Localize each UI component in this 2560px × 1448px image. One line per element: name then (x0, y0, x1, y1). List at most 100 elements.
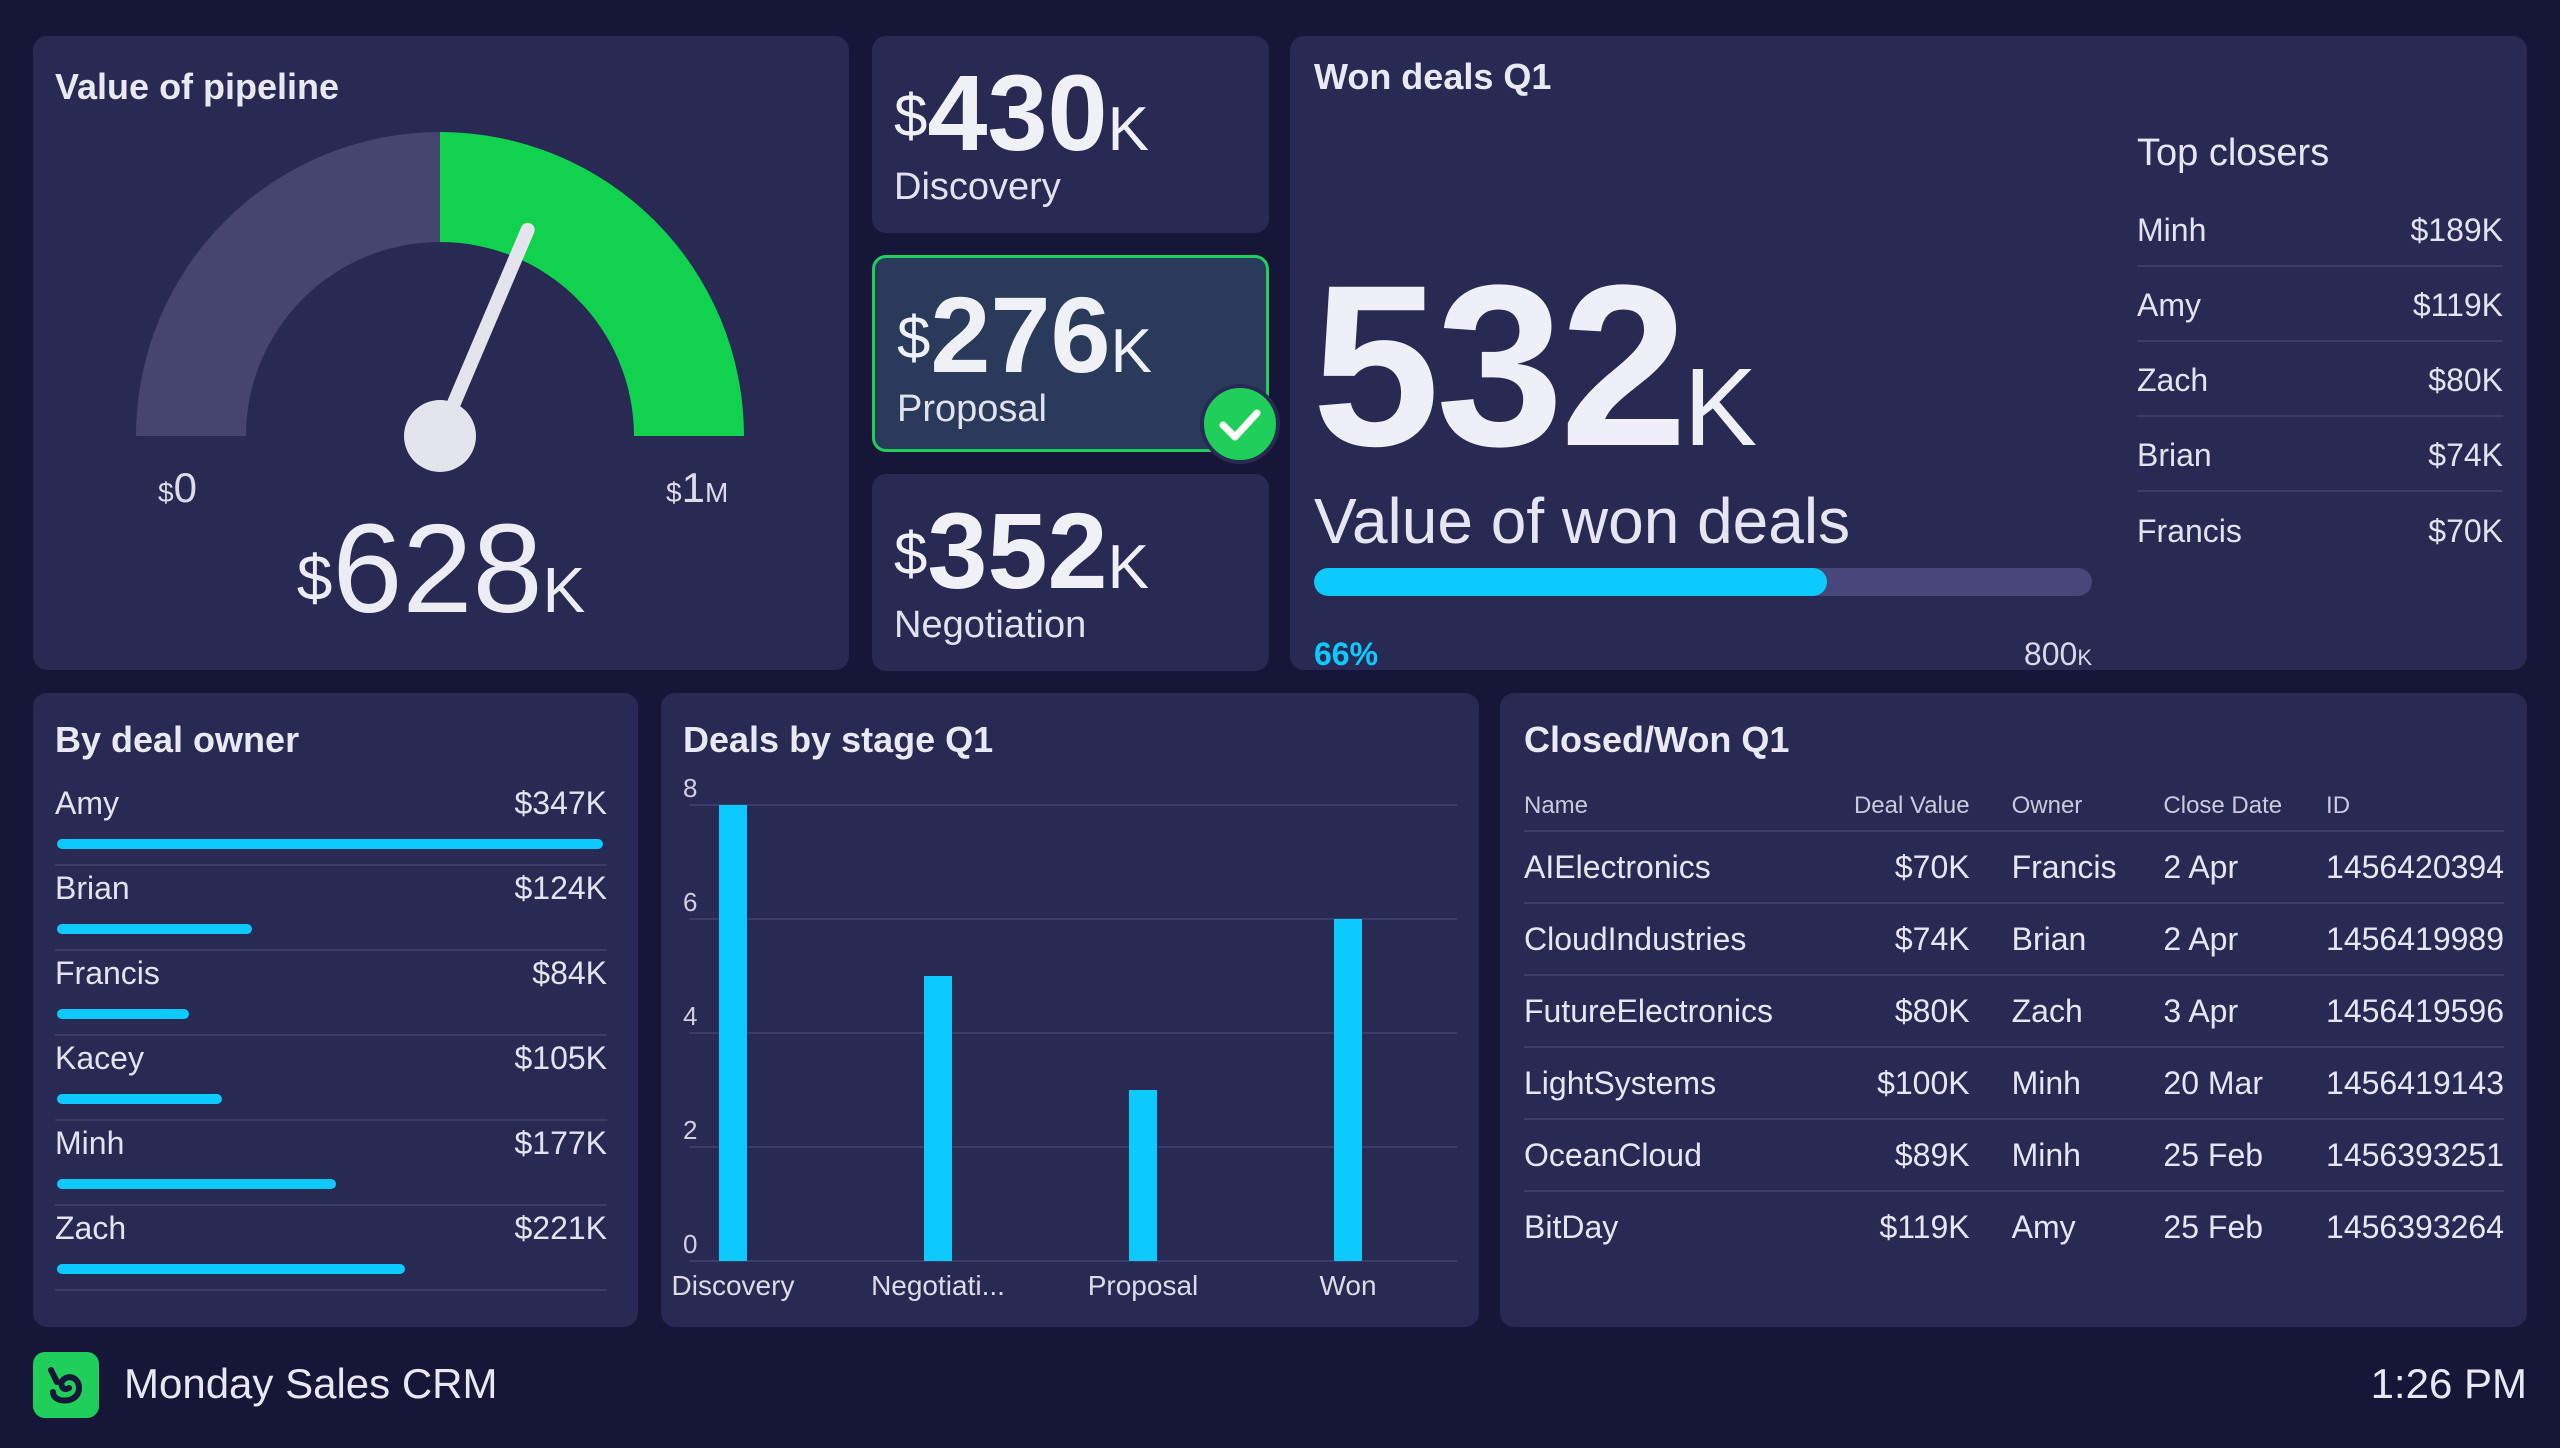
table-cell: 1456419596 (2326, 975, 2504, 1048)
closer-value: $80K (2428, 362, 2503, 398)
table-row: CloudIndustries $74K Brian 2 Apr 1456419989 (1524, 903, 2504, 976)
owner-value: $124K (514, 870, 607, 906)
table-cell: $100K (1833, 1047, 2012, 1120)
owner-name: Francis (55, 955, 160, 991)
clock: 1:26 PM (2370, 1360, 2527, 1407)
y-tick-label: 6 (683, 887, 697, 917)
owner-bar (57, 1179, 336, 1189)
won-value-label: Value of won deals (1314, 485, 1851, 557)
table-cell: CloudIndustries (1524, 903, 1834, 976)
x-tick-label: Won (1319, 1270, 1376, 1301)
closer-row: Minh $189K (2137, 192, 2503, 267)
top-closers-list: Minh $189K Amy $119K Zach $80K Brian $74K Franci… (2137, 192, 2503, 567)
owner-bar (57, 924, 252, 934)
owner-list: Amy $347K Brian $124K Francis $84K Kacey $105K M… (55, 781, 607, 1291)
column-header: ID (2326, 781, 2504, 832)
table-cell: 20 Mar (2163, 1047, 2327, 1120)
closer-value: $70K (2428, 513, 2503, 549)
by-deal-owner-title: By deal owner (55, 719, 300, 760)
check-icon (1200, 384, 1280, 464)
table-cell: Zach (2011, 975, 2164, 1048)
gauge-max-label: $1M (666, 464, 729, 511)
owner-value: $105K (514, 1040, 607, 1076)
table-cell: Francis (2011, 831, 2164, 904)
closed-won-table: Name Deal Value Owner Close Date ID AIElectr… (1524, 781, 2504, 1263)
closer-row: Francis $70K (2137, 492, 2503, 567)
won-target: 800K (2023, 636, 2092, 672)
table-cell: $80K (1833, 975, 2012, 1048)
stage-card-negotiation: $352K Negotiation (872, 474, 1269, 671)
table-cell: 25 Feb (2163, 1209, 2264, 1245)
table-cell: Brian (2011, 903, 2164, 976)
gauge-track (136, 132, 440, 436)
closed-won-title: Closed/Won Q1 (1524, 719, 1790, 760)
table-cell: 2 Apr (2163, 903, 2327, 976)
y-tick-label: 4 (683, 1001, 697, 1031)
app-title: Monday Sales CRM (124, 1360, 498, 1407)
table-row: BitDay $119K Amy 25 Feb 1456393264 (1524, 1191, 2504, 1263)
table-cell: LightSystems (1524, 1047, 1834, 1120)
owner-value: $177K (514, 1125, 607, 1161)
owner-row: Amy $347K (55, 781, 607, 866)
pipeline-value: $628K (296, 498, 586, 639)
table-cell: FutureElectronics (1524, 975, 1834, 1048)
owner-name: Brian (55, 870, 130, 906)
table-row: FutureElectronics $80K Zach 3 Apr 1456419596 (1524, 975, 2504, 1048)
owner-value: $347K (514, 785, 607, 821)
table-cell: OceanCloud (1524, 1119, 1834, 1192)
closed-won-card: Closed/Won Q1 Name Deal Value Owner Close D… (1500, 693, 2527, 1327)
owner-name: Amy (55, 785, 119, 821)
owner-name: Minh (55, 1125, 125, 1161)
pipeline-gauge (136, 132, 744, 472)
stage-label: Negotiation (894, 604, 1087, 646)
top-closers-title: Top closers (2137, 132, 2330, 174)
closer-name: Zach (2137, 362, 2209, 398)
table-cell: AIElectronics (1524, 831, 1834, 904)
stage-value: $430K (894, 52, 1149, 173)
monday-logo-icon (33, 1352, 99, 1418)
closer-name: Amy (2137, 287, 2201, 323)
deals-by-stage-card: 0 2 4 6 8 Discovery Negotiati... Proposal Won De… (661, 693, 1479, 1327)
owner-bar (57, 839, 603, 849)
by-deal-owner-card: By deal owner Amy $347K Brian $124K Francis $… (33, 693, 638, 1327)
y-tick-label: 8 (683, 773, 697, 803)
y-tick-label: 2 (683, 1115, 697, 1145)
table-cell: $70K (1833, 831, 2012, 904)
owner-name: Zach (55, 1210, 127, 1246)
bar (1334, 919, 1362, 1261)
table-cell: 3 Apr (2163, 975, 2327, 1048)
table-cell: $89K (1833, 1119, 2012, 1192)
stage-card-discovery: $430K Discovery (872, 36, 1269, 233)
column-header: Deal Value (1833, 781, 2012, 832)
stage-value: $352K (894, 490, 1149, 611)
gauge-min-label: $0 (158, 464, 197, 511)
owner-bar (57, 1009, 189, 1019)
pipeline-title: Value of pipeline (55, 66, 340, 107)
closer-row: Zach $80K (2137, 342, 2503, 417)
won-deals-title: Won deals Q1 (1314, 56, 1552, 97)
closer-row: Brian $74K (2137, 417, 2503, 492)
table-row: LightSystems $100K Minh 20 Mar 1456419143 (1524, 1047, 2504, 1120)
closer-row: Amy $119K (2137, 267, 2503, 342)
owner-bar (57, 1264, 405, 1274)
table-cell: 1456420394 (2326, 831, 2504, 904)
owner-row: Kacey $105K (55, 1036, 607, 1121)
closer-value: $189K (2410, 212, 2503, 248)
owner-row: Francis $84K (55, 951, 607, 1036)
deals-by-stage-chart: 0 2 4 6 8 Discovery Negotiati... Proposal Won (672, 773, 1457, 1301)
gauge-hub (404, 400, 476, 472)
gauge-fill (440, 132, 744, 436)
table-row: AIElectronics $70K Francis 2 Apr 1456420394 (1524, 831, 2504, 904)
deals-by-stage-title: Deals by stage Q1 (683, 719, 994, 760)
won-progress-bar (1314, 568, 2092, 596)
x-tick-label: Negotiati... (871, 1270, 1005, 1301)
closer-name: Francis (2137, 513, 2242, 549)
column-header: Name (1524, 781, 1834, 832)
x-tick-label: Discovery (672, 1270, 795, 1301)
stage-card-proposal: $276K Proposal (872, 255, 1269, 452)
table-cell: 1456393251 (2326, 1119, 2504, 1192)
bar (719, 805, 747, 1261)
column-header: Close Date (2163, 781, 2327, 832)
table-cell: Minh (2011, 1047, 2164, 1120)
owner-value: $84K (532, 955, 607, 991)
